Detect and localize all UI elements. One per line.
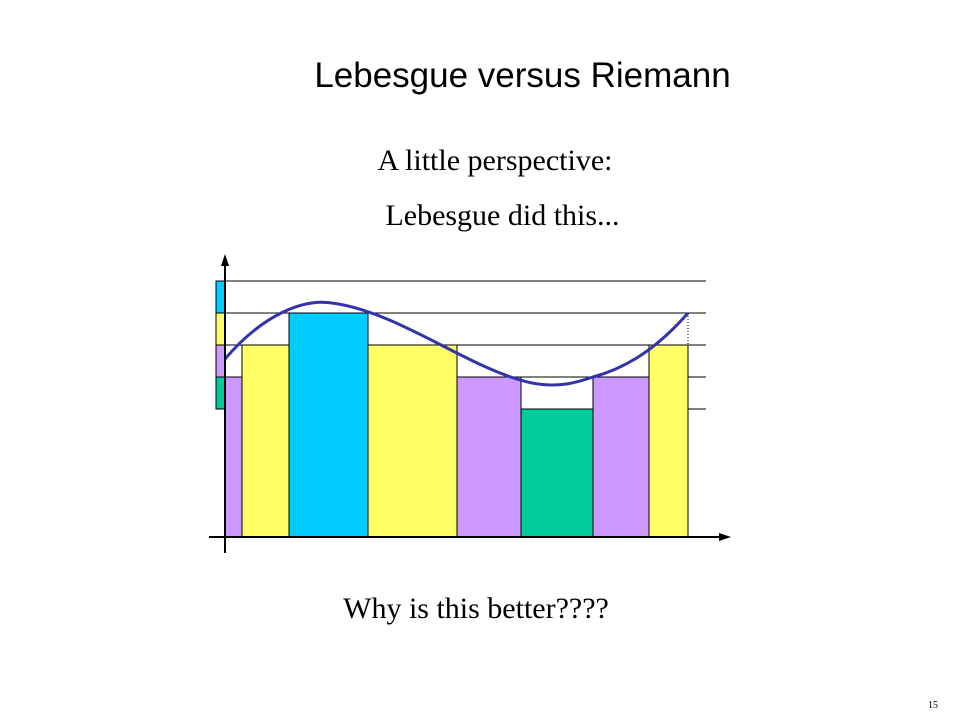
- bar-yellow-2: [367, 344, 458, 538]
- bar-purple-2: [456, 376, 522, 538]
- bar-green: [520, 408, 594, 538]
- question-text: Why is this better????: [343, 592, 609, 625]
- bar-purple-1: [224, 376, 243, 538]
- legend-strip-purple: [215, 344, 226, 378]
- diagram-caption: Lebesgue did this...: [385, 199, 620, 232]
- slide-title: Lebesgue versus Riemann: [314, 56, 731, 95]
- function-curve: [223, 300, 690, 387]
- bar-purple-3: [592, 376, 650, 538]
- bar-yellow-3: [648, 344, 689, 538]
- legend-strip-green: [215, 376, 226, 410]
- x-axis-arrowhead: [719, 533, 731, 541]
- slide-subtitle: A little perspective:: [377, 144, 613, 177]
- page-number: 15: [928, 700, 938, 711]
- bar-blue: [288, 312, 369, 538]
- legend-strip-blue: [215, 280, 226, 314]
- legend-strip-yellow: [215, 312, 226, 346]
- y-axis-arrowhead: [221, 254, 229, 266]
- bar-yellow-1: [241, 344, 290, 538]
